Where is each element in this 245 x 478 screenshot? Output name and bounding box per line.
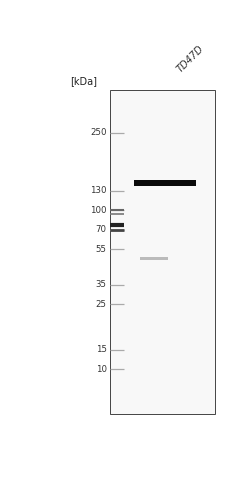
Bar [135,180,196,186]
Text: 55: 55 [96,245,107,254]
Text: 100: 100 [90,206,107,215]
Bar [140,258,168,261]
Text: TD47D: TD47D [175,43,206,74]
Bar [110,90,215,414]
Text: 15: 15 [96,345,107,354]
Text: 70: 70 [96,225,107,234]
Text: 250: 250 [90,128,107,137]
Text: 35: 35 [96,280,107,289]
Text: 130: 130 [90,186,107,196]
Text: 25: 25 [96,300,107,309]
Text: 10: 10 [96,365,107,373]
Text: [kDa]: [kDa] [70,76,97,87]
